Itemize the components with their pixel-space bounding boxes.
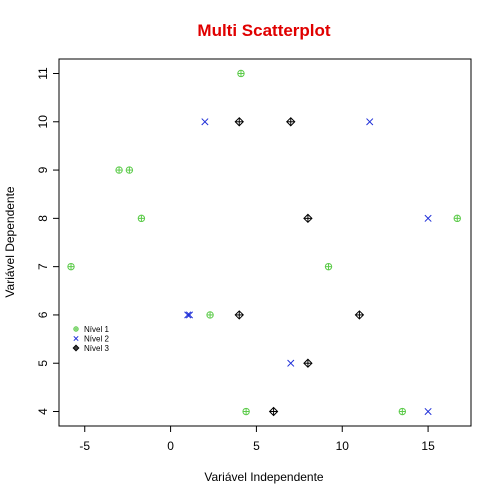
data-point [424,214,432,222]
data-point [206,311,214,319]
data-point [354,310,365,320]
data-point [67,262,75,271]
data-point [453,214,461,223]
data-point [201,118,209,126]
data-point [237,69,245,78]
y-tick-label: 9 [36,166,50,173]
legend-marker [73,335,79,342]
data-point [125,166,134,174]
y-axis: 4 5 6 7 8 9 10 11 [36,67,59,415]
chart-title: Multi Scatterplot [197,21,331,40]
plot-frame [58,58,472,427]
data-point [303,213,313,224]
x-axis: -5 0 5 10 15 [79,426,435,453]
y-tick-label: 5 [36,360,50,367]
x-tick-label: 5 [253,439,260,453]
data-point [303,358,313,368]
y-tick-label: 7 [36,263,50,270]
y-axis-title: Variável Dependente [3,186,17,298]
data-point [234,310,244,320]
x-tick-label: -5 [79,439,90,453]
y-tick-label: 10 [36,115,50,129]
legend-item: Nível 3 [72,344,109,353]
series-2 [184,118,432,416]
data-point [366,118,374,126]
y-tick-label: 8 [36,215,50,222]
data-point [137,214,146,223]
data-point [185,311,194,319]
y-tick-label: 4 [36,408,50,415]
y-tick-label: 6 [36,311,50,318]
x-tick-label: 10 [336,439,350,453]
x-tick-label: 15 [421,439,435,453]
legend-marker [73,326,79,332]
data-point [234,117,244,127]
series-1 [67,69,461,416]
legend-marker [72,344,80,352]
data-point [424,407,432,416]
legend-item: Nível 1 [73,325,109,334]
data-point [324,262,333,271]
legend-item: Nível 2 [73,335,109,344]
data-point [286,117,296,127]
y-tick-label: 11 [36,67,50,80]
data-point [115,166,123,174]
series-3 [234,117,365,417]
legend-label: Nível 3 [84,344,109,353]
data-point [398,407,407,416]
data-point [242,407,250,416]
data-points [67,69,461,417]
legend-label: Nível 2 [84,335,109,344]
x-axis-title: Variável Independente [204,470,324,484]
data-point [184,311,192,319]
data-point [287,359,295,367]
x-tick-label: 0 [167,439,174,453]
legend-label: Nível 1 [84,325,109,334]
data-point [268,406,279,417]
